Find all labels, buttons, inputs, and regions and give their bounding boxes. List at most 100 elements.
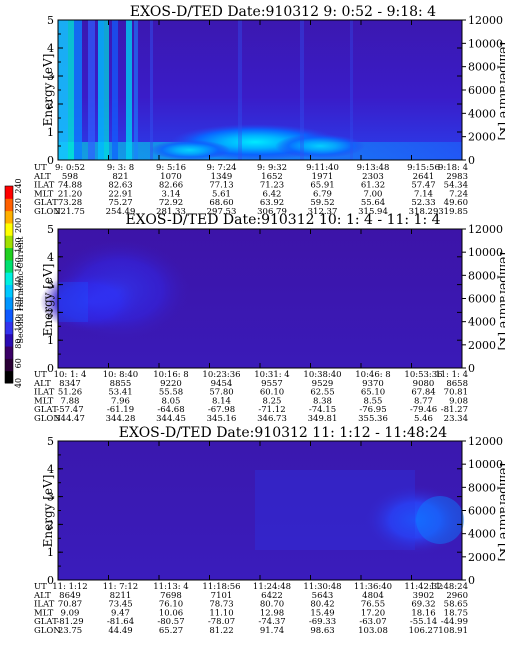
- colorbar-tick-label: 240: [14, 178, 23, 193]
- row-label: GLON: [34, 207, 61, 217]
- cell-mlt: 7.00: [364, 189, 383, 199]
- cell-glat: -71.12: [258, 405, 285, 415]
- cell-glat: 73.28: [58, 198, 82, 208]
- y-tick-label: 3: [47, 491, 54, 504]
- temperature-axis: 0 2000 4000 6000 8000 10000 12000: [462, 223, 503, 375]
- colorbar-segment: [5, 210, 13, 224]
- temperature-axis: 0 2000 4000 6000 8000 10000 12000: [462, 435, 503, 587]
- cell-alt: 5643: [312, 591, 334, 601]
- cell-alt: 8211: [110, 591, 132, 601]
- cell-ilat: 57.80: [209, 388, 233, 398]
- cell-alt: 3902: [413, 591, 435, 601]
- cell-alt: 1652: [261, 172, 283, 182]
- cell-ut: 9: 7:24: [206, 163, 236, 173]
- cell-ilat: 57.47: [411, 181, 435, 191]
- row-label: ILAT: [34, 181, 55, 191]
- cell-alt: 821: [112, 172, 128, 182]
- cell-glat: -69.33: [309, 617, 336, 627]
- cell-ilat: 67.84: [411, 388, 435, 398]
- y-tick-label: 0: [47, 362, 54, 375]
- cell-mlt: 10.06: [159, 608, 183, 618]
- cell-glat: -74.37: [258, 617, 285, 627]
- y-tick-label: 5: [47, 223, 54, 236]
- y2-tick-label: 12000: [468, 14, 503, 27]
- colorbar-segment: [5, 321, 13, 335]
- cell-ut: 11:36:40: [354, 582, 392, 592]
- energy-axis: 0 1 2 3 4 5: [47, 435, 462, 587]
- y2-tick-label: 6000: [468, 84, 496, 97]
- cell-mlt: 8.05: [162, 396, 181, 406]
- cell-mlt: 17.20: [361, 608, 385, 618]
- cell-glat: -81.27: [441, 405, 468, 415]
- y-tick-label: 0: [47, 154, 54, 167]
- cell-glon: 65.27: [159, 626, 183, 636]
- ylabel: Energy [eV]: [41, 475, 55, 548]
- cell-ut: 11: 1:12: [52, 582, 87, 592]
- cell-ut: 10:16: 8: [153, 370, 188, 380]
- cell-alt: 2303: [362, 172, 384, 182]
- y-tick-label: 1: [47, 546, 54, 559]
- row-label: UT: [34, 370, 47, 380]
- cell-glon: 346.73: [257, 414, 287, 424]
- row-label: GLAT: [34, 198, 58, 208]
- cell-ilat: 69.32: [411, 600, 435, 610]
- colorbar-tick-label: 80: [14, 339, 23, 349]
- row-label: UT: [34, 163, 47, 173]
- y2-tick-label: 6000: [468, 293, 496, 306]
- cell-alt: 8658: [446, 379, 468, 389]
- cell-glon: 106.27: [409, 626, 439, 636]
- cell-glat: 59.52: [310, 198, 334, 208]
- cell-glon: 103.08: [358, 626, 388, 636]
- y2-tick-label: 6000: [468, 505, 496, 518]
- colorbar-segment: [5, 259, 13, 273]
- cell-mlt: 7.88: [61, 396, 80, 406]
- cell-glat: 52.33: [411, 198, 435, 208]
- cell-glon: 221.75: [55, 207, 85, 217]
- y-tick-label: 1: [47, 126, 54, 139]
- cell-mlt: 15.49: [310, 608, 334, 618]
- cell-mlt: 9.47: [111, 608, 130, 618]
- y-tick-label: 2: [47, 306, 54, 319]
- cell-alt: 9370: [362, 379, 384, 389]
- row-label: GLON: [34, 626, 61, 636]
- row-label: ILAT: [34, 388, 55, 398]
- cell-ilat: 62.55: [310, 388, 334, 398]
- cell-ilat: 77.13: [209, 181, 233, 191]
- cell-mlt: 9.09: [61, 608, 80, 618]
- cell-ut: 11:18:56: [202, 582, 240, 592]
- y2-tick-label: 4000: [468, 316, 496, 329]
- cell-mlt: 7.96: [111, 396, 130, 406]
- colorbar-segment: [5, 309, 13, 322]
- cell-mlt: 7.24: [449, 189, 468, 199]
- cell-alt: 9454: [211, 379, 233, 389]
- row-label: ALT: [33, 379, 51, 389]
- cell-ut: 11: 1: 4: [435, 370, 468, 380]
- colorbar-segment: [5, 247, 13, 261]
- cell-ut: 9: 0:52: [55, 163, 85, 173]
- cell-mlt: 8.38: [313, 396, 332, 406]
- cell-ilat: 65.10: [361, 388, 385, 398]
- y-tick-label: 5: [47, 435, 54, 448]
- colorbar-tick-label: 40: [14, 378, 23, 388]
- colorbar-segment: [5, 358, 13, 372]
- panel-3: EXOS-D/TED Date:910312 11: 1:12 - 11:48:…: [41, 425, 505, 587]
- y2-tick-label: 4000: [468, 107, 496, 120]
- row-label: ILAT: [34, 600, 55, 610]
- cell-glon: 98.63: [310, 626, 334, 636]
- cell-alt: 8347: [59, 379, 81, 389]
- panel-title: EXOS-D/TED Date:910312 11: 1:12 - 11:48:…: [119, 425, 448, 441]
- colorbar-segment: [5, 346, 13, 359]
- cell-ut: 10: 8:40: [103, 370, 138, 380]
- cell-glon: 344.47: [55, 414, 85, 424]
- cell-glon: 344.45: [156, 414, 186, 424]
- cell-ut: 11: 7:12: [103, 582, 138, 592]
- y2-tick-label: 10000: [468, 246, 503, 259]
- cell-ut: 9: 9:32: [257, 163, 287, 173]
- cell-glat: -57.47: [56, 405, 83, 415]
- cell-ilat: 55.58: [159, 388, 183, 398]
- cell-alt: 2983: [446, 172, 468, 182]
- cell-mlt: 12.98: [260, 608, 284, 618]
- y-tick-label: 0: [47, 574, 54, 587]
- cell-ut: 9:11:40: [306, 163, 339, 173]
- cell-glat: 63.92: [260, 198, 284, 208]
